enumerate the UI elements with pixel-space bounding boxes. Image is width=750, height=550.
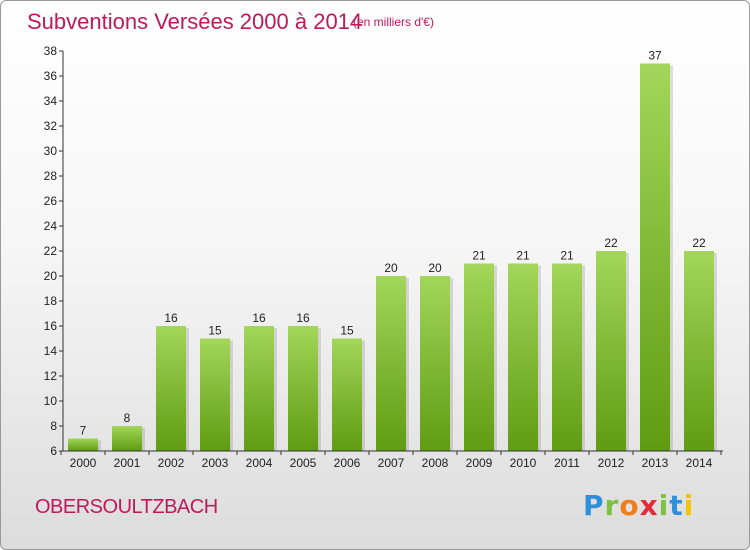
x-tick-label-2005: 2005 bbox=[290, 456, 317, 470]
y-tick-label-38: 38 bbox=[44, 44, 58, 58]
data-label-2007: 20 bbox=[384, 261, 398, 275]
y-tick-label-24: 24 bbox=[44, 219, 58, 233]
data-label-2005: 16 bbox=[296, 311, 310, 325]
x-tick-label-2012: 2012 bbox=[598, 456, 625, 470]
data-label-2000: 7 bbox=[80, 424, 87, 438]
data-label-2004: 16 bbox=[252, 311, 266, 325]
bar-2000 bbox=[68, 438, 98, 451]
bar-2006 bbox=[332, 338, 362, 451]
bar-2003 bbox=[200, 338, 230, 451]
y-tick-label-12: 12 bbox=[44, 369, 58, 383]
x-tick-label-2011: 2011 bbox=[554, 456, 580, 470]
bar-2001 bbox=[112, 426, 142, 451]
logo-letter: i bbox=[658, 489, 670, 522]
logo-letter: P bbox=[583, 489, 605, 522]
bar-2012 bbox=[596, 251, 626, 451]
data-label-2014: 22 bbox=[692, 236, 706, 250]
bar-2010 bbox=[508, 263, 538, 451]
data-label-2010: 21 bbox=[516, 249, 530, 263]
x-tick-label-2003: 2003 bbox=[202, 456, 229, 470]
chart-subtitle: (en milliers d'€) bbox=[353, 15, 434, 29]
chart-title: Subventions Versées 2000 à 2014 bbox=[27, 9, 363, 34]
x-tick-label-2000: 2000 bbox=[70, 456, 97, 470]
x-tick-label-2014: 2014 bbox=[686, 456, 713, 470]
y-tick-label-18: 18 bbox=[44, 294, 58, 308]
x-tick-label-2007: 2007 bbox=[378, 456, 405, 470]
logo-letter: t bbox=[669, 489, 684, 522]
bar-2004 bbox=[244, 326, 274, 451]
data-label-2008: 20 bbox=[428, 261, 442, 275]
logo-letter: o bbox=[619, 489, 640, 522]
data-label-2011: 21 bbox=[560, 249, 574, 263]
logo-letter: i bbox=[683, 489, 695, 522]
bar-2002 bbox=[156, 326, 186, 451]
logo-letter: r bbox=[604, 489, 620, 522]
x-tick-label-2001: 2001 bbox=[114, 456, 141, 470]
y-tick-label-20: 20 bbox=[44, 269, 58, 283]
x-tick-label-2008: 2008 bbox=[422, 456, 449, 470]
y-tick-label-22: 22 bbox=[44, 244, 58, 258]
bar-2005 bbox=[288, 326, 318, 451]
x-tick-label-2004: 2004 bbox=[246, 456, 273, 470]
bar-2011 bbox=[552, 263, 582, 451]
y-tick-label-26: 26 bbox=[44, 194, 58, 208]
data-label-2009: 21 bbox=[472, 249, 486, 263]
data-label-2006: 15 bbox=[340, 324, 354, 338]
y-tick-label-36: 36 bbox=[44, 69, 58, 83]
data-label-2012: 22 bbox=[604, 236, 618, 250]
y-tick-label-14: 14 bbox=[44, 344, 58, 358]
data-label-2002: 16 bbox=[164, 311, 178, 325]
commune-name: OBERSOULTZBACH bbox=[35, 496, 218, 518]
data-label-2013: 37 bbox=[648, 49, 662, 63]
y-tick-label-34: 34 bbox=[44, 94, 58, 108]
x-tick-label-2006: 2006 bbox=[334, 456, 361, 470]
data-label-2003: 15 bbox=[208, 324, 222, 338]
y-tick-label-32: 32 bbox=[44, 119, 58, 133]
x-tick-label-2010: 2010 bbox=[510, 456, 537, 470]
x-tick-label-2009: 2009 bbox=[466, 456, 493, 470]
x-tick-label-2002: 2002 bbox=[158, 456, 185, 470]
bar-2008 bbox=[420, 276, 450, 451]
x-tick-label-2013: 2013 bbox=[642, 456, 669, 470]
y-tick-label-6: 6 bbox=[50, 444, 57, 458]
bar-2009 bbox=[464, 263, 494, 451]
logo-letter: x bbox=[639, 489, 659, 522]
y-tick-label-10: 10 bbox=[44, 394, 58, 408]
y-tick-label-16: 16 bbox=[44, 319, 58, 333]
bar-2007 bbox=[376, 276, 406, 451]
proxiti-logo[interactable]: Proxiti bbox=[583, 489, 694, 522]
y-tick-label-28: 28 bbox=[44, 169, 58, 183]
bar-2013 bbox=[640, 63, 670, 451]
y-tick-label-8: 8 bbox=[50, 419, 57, 433]
y-tick-label-30: 30 bbox=[44, 144, 58, 158]
data-label-2001: 8 bbox=[124, 411, 131, 425]
bar-2014 bbox=[684, 251, 714, 451]
